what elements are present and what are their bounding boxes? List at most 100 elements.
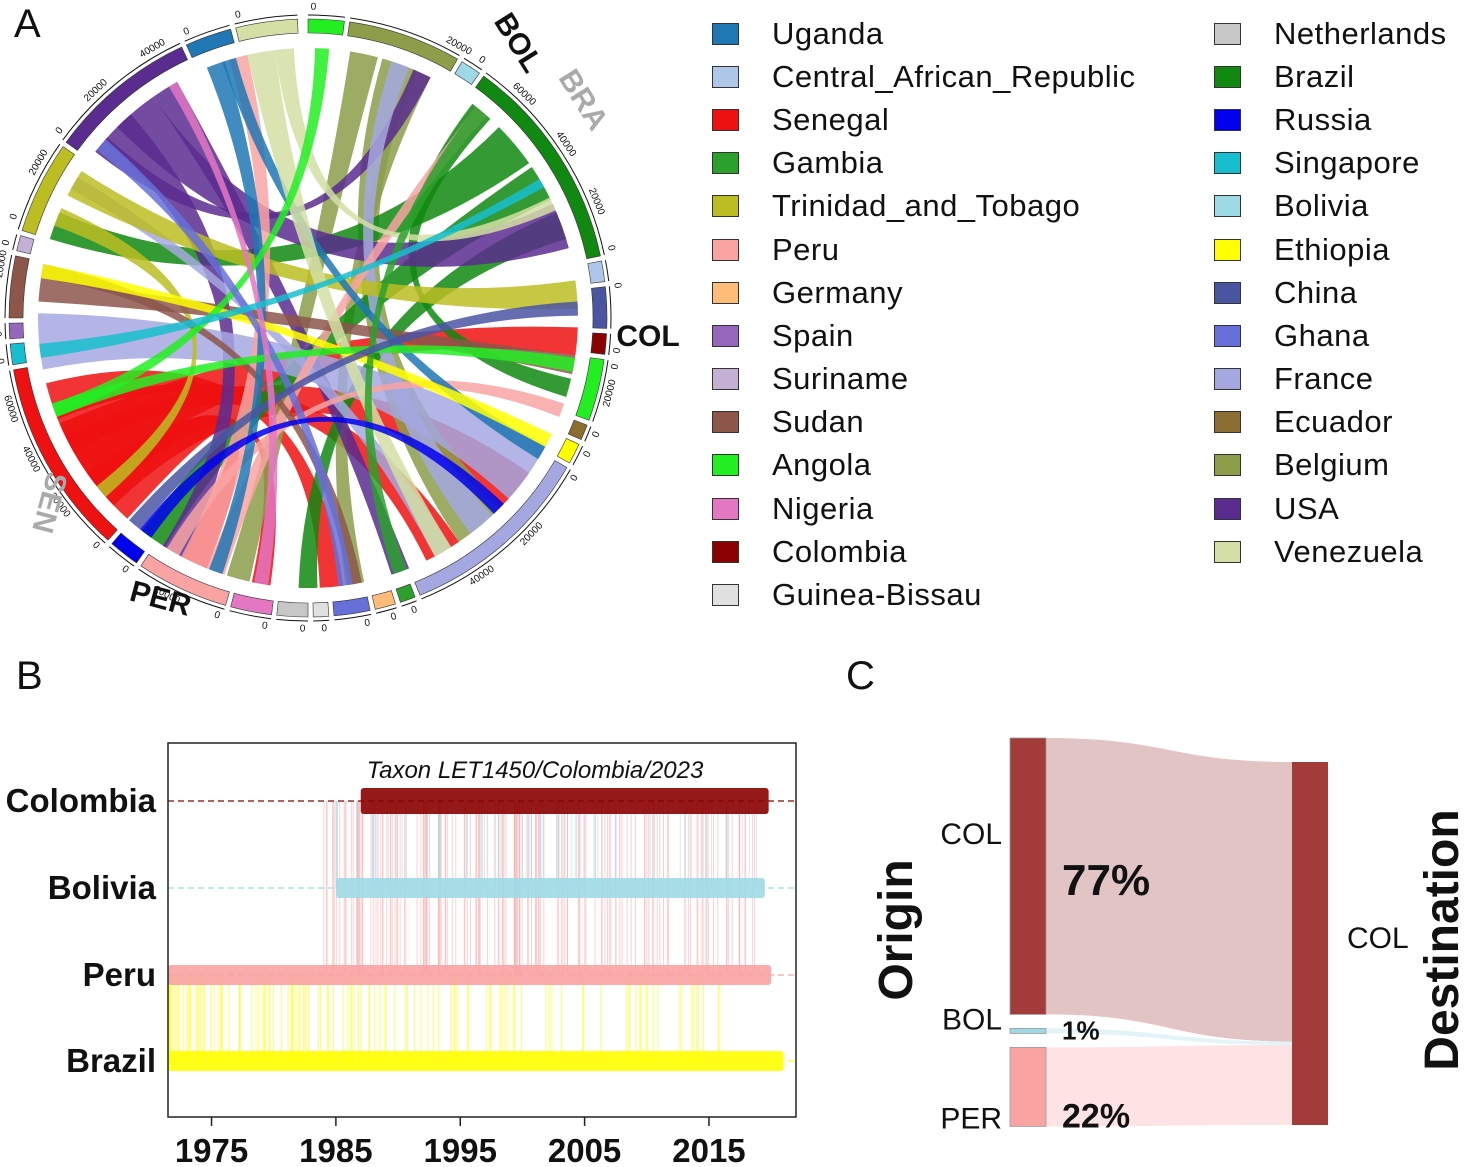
chord-tick-label: 0	[410, 604, 419, 616]
legend-label: Russia	[1274, 101, 1372, 137]
legend-item: Colombia	[712, 530, 1136, 573]
legend-swatch	[1214, 108, 1241, 131]
sector-axis	[463, 57, 483, 71]
chord-sector	[556, 438, 580, 464]
legend-item: Gambia	[712, 142, 1136, 185]
origin-per-label: PER	[940, 1102, 1002, 1135]
chord-tick-label: 0	[0, 304, 3, 310]
legend-swatch	[712, 65, 739, 88]
legend-swatch	[1214, 65, 1241, 88]
sector-axis	[276, 618, 309, 622]
legend-swatch	[712, 497, 739, 520]
sector-axis	[12, 234, 18, 250]
origin-bol-label: BOL	[942, 1003, 1002, 1036]
chord-sector	[8, 255, 30, 319]
origin-bol-node	[1009, 1028, 1047, 1034]
sector-axis	[485, 72, 605, 256]
destination-label: COL	[1347, 922, 1409, 955]
legend-item: Suriname	[712, 358, 1136, 401]
chord-ribbon	[166, 380, 565, 556]
chord-tick-label: 0	[321, 623, 328, 634]
chord-tick-label: 0	[0, 358, 6, 365]
chord-sector	[65, 46, 188, 151]
chord-sector	[347, 21, 458, 72]
legend-label: Netherlands	[1274, 15, 1447, 51]
sankey-flows	[1046, 738, 1292, 1127]
panel-b-label: B	[16, 654, 43, 698]
chord-tick-label: 60000	[1, 394, 20, 424]
chord-tick-label: 0	[261, 620, 268, 632]
chord-tick-label: 0	[364, 617, 372, 629]
legend-item: USA	[1214, 487, 1447, 530]
sector-axis	[608, 286, 612, 329]
legend-label: Angola	[772, 447, 872, 483]
legend-item: Peru	[712, 228, 1136, 271]
chord-sectors	[4, 14, 612, 622]
chord-tick-label: 0	[0, 331, 3, 338]
chord-ribbon	[40, 264, 552, 447]
chord-ribbon	[206, 61, 266, 575]
sector-axis	[138, 568, 225, 610]
panel-a-label: A	[14, 2, 41, 46]
sector-axis	[350, 17, 460, 57]
legend-label: Nigeria	[772, 490, 874, 526]
chord-sector	[230, 592, 274, 616]
series-band	[335, 878, 765, 898]
sector-axis	[604, 260, 610, 282]
sector-label-bra: BRA	[552, 64, 614, 137]
legend-label: Sudan	[772, 404, 865, 440]
chord-sector	[395, 583, 416, 603]
sector-axis	[4, 323, 7, 340]
sector-axis	[592, 360, 609, 422]
legend-item: China	[1214, 271, 1447, 314]
legend: Uganda Central_African_Republic Senegal Gam…	[712, 12, 1472, 612]
chord-tick-label: 20000	[0, 249, 10, 279]
legend-swatch	[1214, 22, 1241, 45]
sector-axis	[376, 607, 397, 614]
chord-tick-label: 0	[8, 212, 20, 221]
chord-tick-label: 0	[90, 540, 102, 552]
legend-swatch	[712, 368, 739, 391]
origin-col-node	[1009, 737, 1047, 1015]
sector-axis	[229, 610, 272, 620]
chord-ribbon	[54, 208, 197, 497]
legend-label: Germany	[772, 274, 903, 310]
legend-column-1: Uganda Central_African_Republic Senegal Gam…	[712, 12, 1136, 617]
chord-tick-label: 0	[605, 244, 617, 252]
chord-sector	[185, 28, 235, 59]
chord-tick-label: 0	[569, 473, 582, 484]
sankey-nodes	[1009, 737, 1328, 1127]
destination-col-node	[1292, 762, 1328, 1125]
chord-ribbon	[168, 81, 278, 586]
chord-tick-label: 0	[213, 609, 222, 621]
sector-axis	[9, 370, 106, 544]
legend-item: Venezuela	[1214, 530, 1447, 573]
legend-swatch	[1214, 454, 1241, 477]
chord-tick-label: 0	[300, 624, 306, 635]
legend-item: Germany	[712, 271, 1136, 314]
legend-item: Trinidad_and_Tobago	[712, 185, 1136, 228]
legend-item: Brazil	[1214, 55, 1447, 98]
legend-label: Colombia	[772, 533, 907, 569]
y-label: Brazil	[66, 1042, 156, 1079]
chord-tick-label: 0	[612, 347, 624, 354]
legend-label: France	[1274, 361, 1374, 397]
series-band	[168, 965, 772, 985]
legend-item: Sudan	[712, 401, 1136, 444]
sector-label-col: COL	[616, 320, 679, 353]
legend-item: Nigeria	[712, 487, 1136, 530]
legend-swatch	[712, 540, 739, 563]
legend-item: Russia	[1214, 98, 1447, 141]
legend-item: Ecuador	[1214, 401, 1447, 444]
y-label: Colombia	[6, 782, 157, 819]
chord-sector	[9, 342, 27, 366]
sector-axis	[4, 254, 13, 319]
legend-item: Bolivia	[1214, 185, 1447, 228]
legend-swatch	[712, 324, 739, 347]
chord-sector	[307, 18, 345, 36]
x-axis: 1975 1985 1995 2005 2015	[175, 1117, 746, 1167]
origin-axis-title: Origin	[870, 859, 923, 1000]
legend-item: Central_African_Republic	[712, 55, 1136, 98]
legend-item: Netherlands	[1214, 12, 1447, 55]
percent-label: 1%	[1062, 1015, 1100, 1045]
